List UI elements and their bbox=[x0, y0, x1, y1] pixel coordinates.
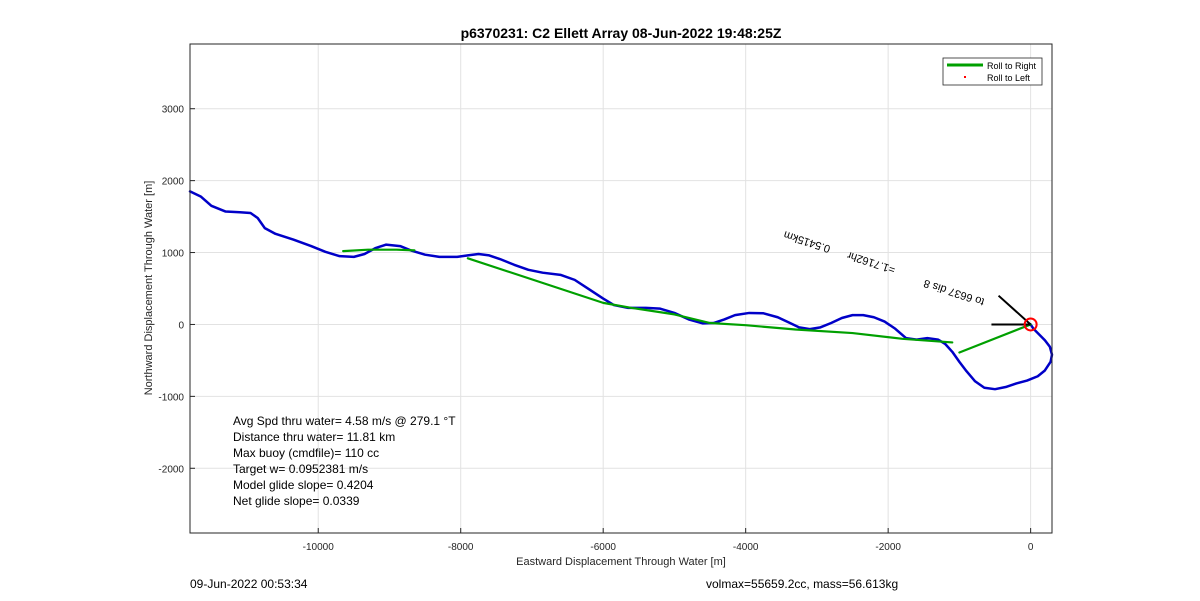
series-line-roll-right bbox=[466, 257, 954, 344]
legend-marker-roll-left bbox=[964, 76, 966, 78]
x-tick-label: 0 bbox=[1028, 542, 1034, 553]
plot-box bbox=[189, 43, 1053, 534]
current-vector bbox=[997, 294, 1032, 326]
x-tick-label: -6000 bbox=[590, 542, 616, 553]
series-line-roll-right bbox=[342, 248, 416, 253]
legend: Roll to Right Roll to Left bbox=[942, 57, 1043, 86]
y-tick-label: 3000 bbox=[162, 105, 185, 116]
x-tick-label: -2000 bbox=[875, 542, 901, 553]
glider-position-marker bbox=[1023, 317, 1038, 332]
footer-timestamp: 09-Jun-2022 00:53:34 bbox=[190, 577, 308, 591]
y-tick-label: 2000 bbox=[162, 177, 185, 188]
x-tick-label: -10000 bbox=[303, 542, 335, 553]
footer-volmax-mass: volmax=55659.2cc, mass=56.613kg bbox=[706, 577, 899, 591]
y-tick-label: -2000 bbox=[158, 464, 184, 475]
legend-label-roll-left: Roll to Left bbox=[987, 73, 1031, 83]
y-tick-label: 0 bbox=[178, 320, 184, 331]
stats-block: Avg Spd thru water= 4.58 m/s @ 279.1 °T … bbox=[233, 414, 456, 508]
stats-line-distance: Distance thru water= 11.81 km bbox=[233, 430, 395, 444]
stats-line-max-buoy: Max buoy (cmdfile)= 110 cc bbox=[233, 446, 379, 460]
series-layer bbox=[188, 190, 1054, 391]
plot-area bbox=[190, 44, 1052, 533]
y-tick-label: 1000 bbox=[162, 249, 185, 260]
y-axis-label: Northward Displacement Through Water [m] bbox=[143, 181, 155, 396]
stats-line-avg-speed: Avg Spd thru water= 4.58 m/s @ 279.1 °T bbox=[233, 414, 456, 428]
x-tick-label: -4000 bbox=[733, 542, 759, 553]
stats-line-target-w: Target w= 0.0952381 m/s bbox=[233, 462, 368, 476]
grid-lines bbox=[190, 44, 1052, 533]
overlay-layer bbox=[991, 294, 1038, 332]
stats-line-net-glide: Net glide slope= 0.0339 bbox=[233, 494, 360, 508]
x-axis-label: Eastward Displacement Through Water [m] bbox=[516, 556, 726, 568]
axis-ticks: -10000 -8000 -6000 -4000 -2000 0-2000-1000010… bbox=[158, 105, 1033, 553]
stats-line-model-glide: Model glide slope= 0.4204 bbox=[233, 478, 374, 492]
legend-box bbox=[942, 57, 1043, 86]
chart-title: p6370231: C2 Ellett Array 08-Jun-2022 19… bbox=[461, 25, 782, 41]
series-line-roll-right bbox=[958, 323, 1032, 354]
x-tick-label: -8000 bbox=[448, 542, 474, 553]
y-tick-label: -1000 bbox=[158, 392, 184, 403]
legend-label-roll-right: Roll to Right bbox=[987, 61, 1037, 71]
